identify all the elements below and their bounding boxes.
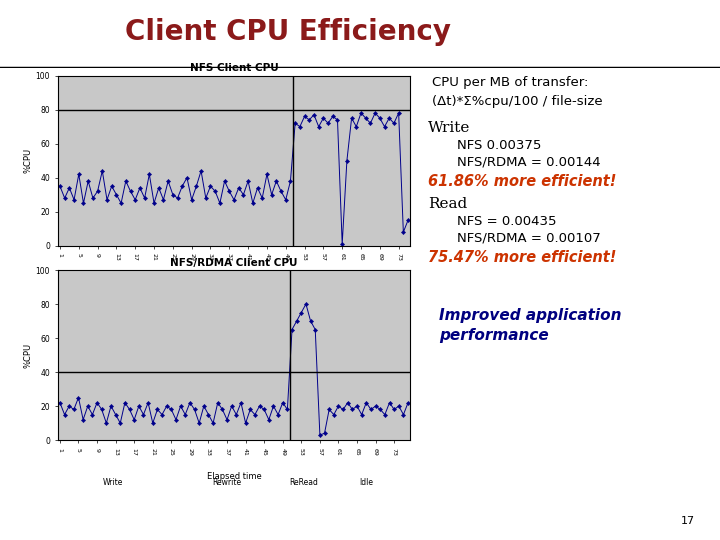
Title: NFS Client CPU: NFS Client CPU [189,63,279,73]
Text: 61.86% more efficient!: 61.86% more efficient! [428,174,617,189]
Text: performance: performance [439,328,549,343]
Title: NFS/RDMA Client CPU: NFS/RDMA Client CPU [170,258,298,268]
Text: Improved application: Improved application [439,308,621,323]
Text: Rewrite: Rewrite [212,477,242,487]
Text: Read: Read [307,283,326,292]
Y-axis label: %CPU: %CPU [24,342,32,368]
Text: NFS/RDMA = 0.00107: NFS/RDMA = 0.00107 [457,232,601,245]
Text: 75.47% more efficient!: 75.47% more efficient! [428,250,617,265]
Text: Write: Write [104,283,125,292]
Text: CPU per MB of transfer:: CPU per MB of transfer: [432,76,588,89]
Text: Reread: Reread [364,283,391,292]
X-axis label: Elapsed time: Elapsed time [207,472,261,481]
Text: NFS 0.00375: NFS 0.00375 [457,139,541,152]
Text: Read: Read [428,197,468,211]
Text: Write: Write [103,477,124,487]
Text: NFS/RDMA = 0.00144: NFS/RDMA = 0.00144 [457,156,600,168]
Text: Rewrite: Rewrite [215,283,244,292]
Text: NFS = 0.00435: NFS = 0.00435 [457,215,557,228]
Text: Client CPU Efficiency: Client CPU Efficiency [125,18,451,46]
Text: Write: Write [428,122,471,136]
X-axis label: Elapsed time: Elapsed time [207,278,261,287]
Text: 17: 17 [680,516,695,526]
Text: (Δt)*Σ%cpu/100 / file-size: (Δt)*Σ%cpu/100 / file-size [432,94,603,107]
Y-axis label: %CPU: %CPU [24,148,32,173]
Text: Idle: Idle [359,477,373,487]
Text: ReRead: ReRead [289,477,318,487]
